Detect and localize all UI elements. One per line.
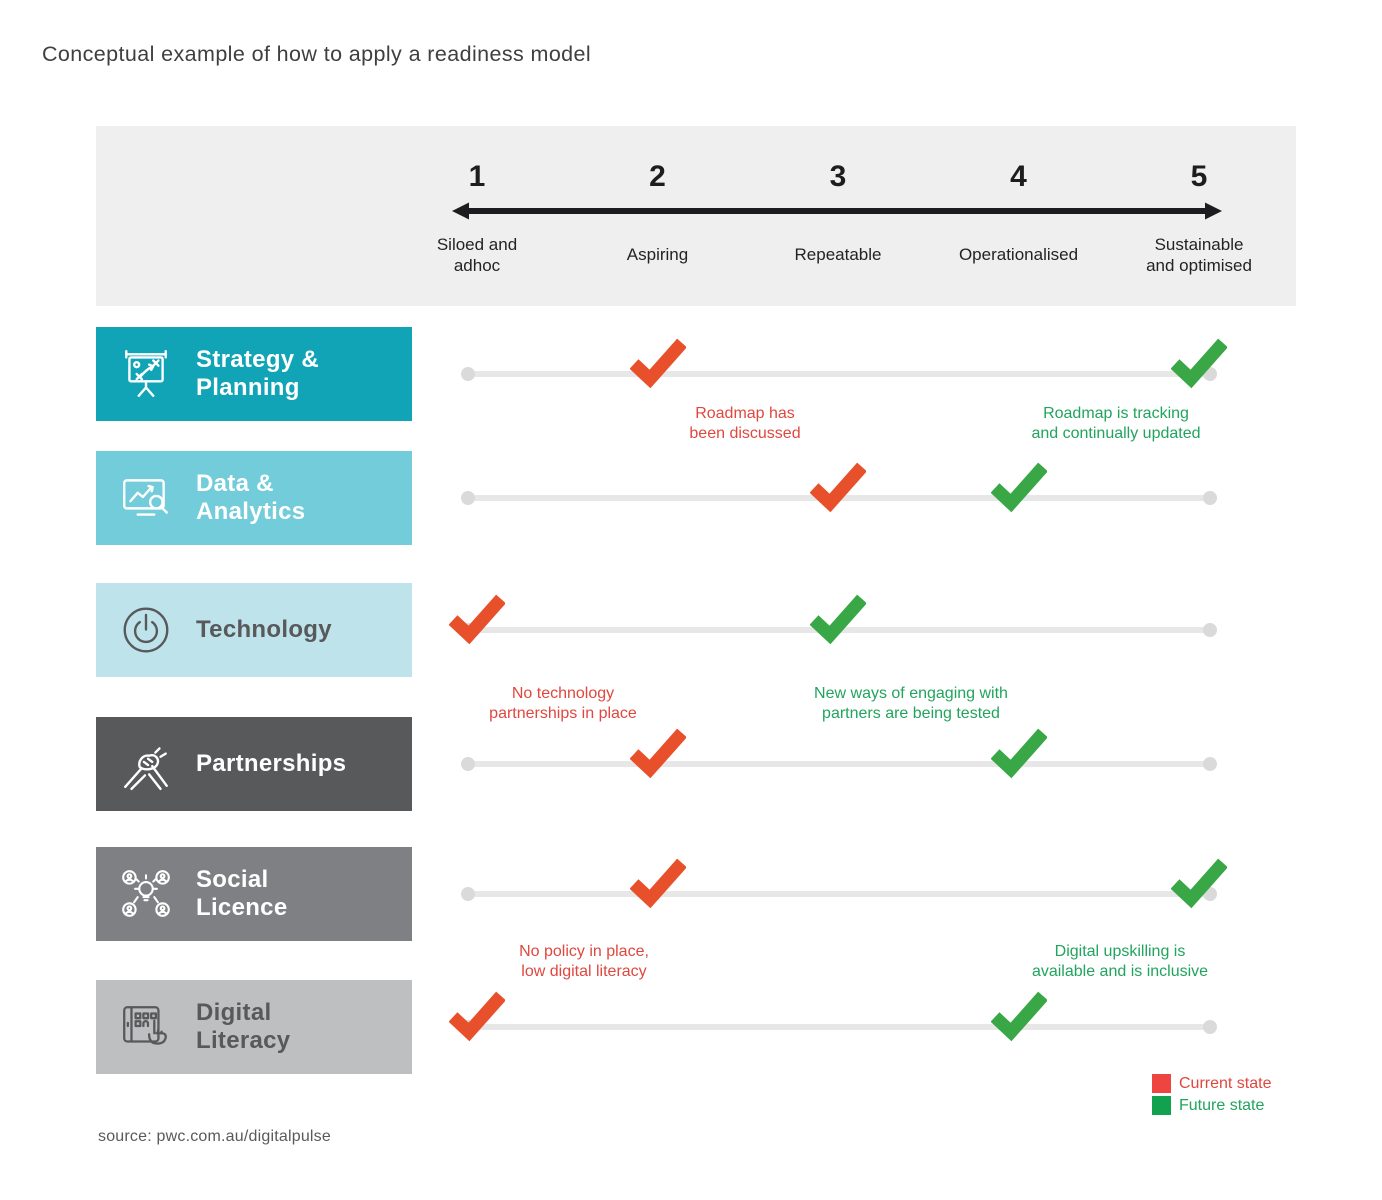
scale-arrow [452,202,1222,220]
progress-track [461,1020,1217,1034]
current-state-check [810,462,866,513]
annotation-future-state: Digital upskilling is available and is i… [1031,943,1209,980]
category-label: Strategy & Planning [196,345,320,401]
scale-level-1: 1 Siloed and adhoc [372,162,582,278]
scale-header-band [96,126,1296,306]
scale-level-5: 5 Sustainable and optimised [1094,162,1304,278]
data-analytics-icon [123,479,168,516]
legend-label: Future state [1179,1096,1265,1114]
future-state-check [810,594,866,645]
level-number: 1 [468,160,486,193]
scale-level-3: 3 Repeatable [733,162,943,278]
category-row-social-licence: Social Licence [96,847,412,941]
annotation-current-state: No technology partnerships in place [489,685,637,722]
current-state-check [629,338,686,389]
category-label: Partnerships [196,749,347,777]
level-label: Sustainable and optimised [1146,234,1252,275]
level-label: Aspiring [626,245,689,265]
social-licence-icon [122,870,170,917]
future-state-check [990,991,1047,1042]
legend-label: Current state [1179,1074,1272,1092]
legend-item-current-state: Current state [1152,1074,1271,1093]
current-state-check [629,728,686,779]
current-state-check [449,991,505,1042]
progress-track [461,887,1217,901]
annotation-current-state: Roadmap has been discussed [689,405,801,442]
level-label: Repeatable [794,245,882,265]
future-state-check [1171,338,1227,389]
level-number: 5 [1190,160,1208,193]
category-label: Data & Analytics [196,469,306,525]
arrowhead-left-icon [452,202,469,220]
current-state-check [629,858,686,909]
level-number: 4 [1010,160,1027,193]
progress-track [461,367,1217,381]
future-state-check [990,462,1047,513]
level-number: 3 [829,160,847,193]
future-state-check [990,728,1047,779]
strategy-presentation-icon [125,349,167,397]
future-state-check [1171,858,1227,909]
current-state-check [449,594,505,645]
category-label: Digital Literacy [196,998,291,1054]
legend-swatch-future [1152,1096,1171,1115]
category-row-partnerships: Partnerships [96,717,412,811]
annotation-future-state: New ways of engaging with partners are b… [814,685,1008,722]
category-row-data-analytics: Data & Analytics [96,451,412,545]
page-title: Conceptual example of how to apply a rea… [42,42,592,66]
handshake-icon [124,747,168,791]
scale-level-4: 4 Operationalised [914,162,1124,278]
category-label: Technology [196,615,332,643]
power-icon [123,607,169,653]
legend-swatch-current [1152,1074,1171,1093]
source-text: source: pwc.com.au/digitalpulse [98,1128,331,1145]
level-number: 2 [649,160,666,193]
annotation-future-state: Roadmap is tracking and continually upda… [1031,405,1201,442]
digital-literacy-icon [123,1006,167,1045]
level-label: Operationalised [958,245,1079,265]
level-label: Siloed and adhoc [436,234,518,275]
legend-item-future-state: Future state [1152,1096,1264,1115]
scale-level-2: 2 Aspiring [553,162,763,278]
category-row-strategy-planning: Strategy & Planning [96,327,412,421]
annotation-current-state: No policy in place, low digital literacy [519,943,649,980]
progress-track [461,757,1217,771]
category-row-digital-literacy: Digital Literacy [96,980,412,1074]
category-row-technology: Technology [96,583,412,677]
arrowhead-right-icon [1205,202,1222,220]
category-label: Social Licence [196,865,288,921]
